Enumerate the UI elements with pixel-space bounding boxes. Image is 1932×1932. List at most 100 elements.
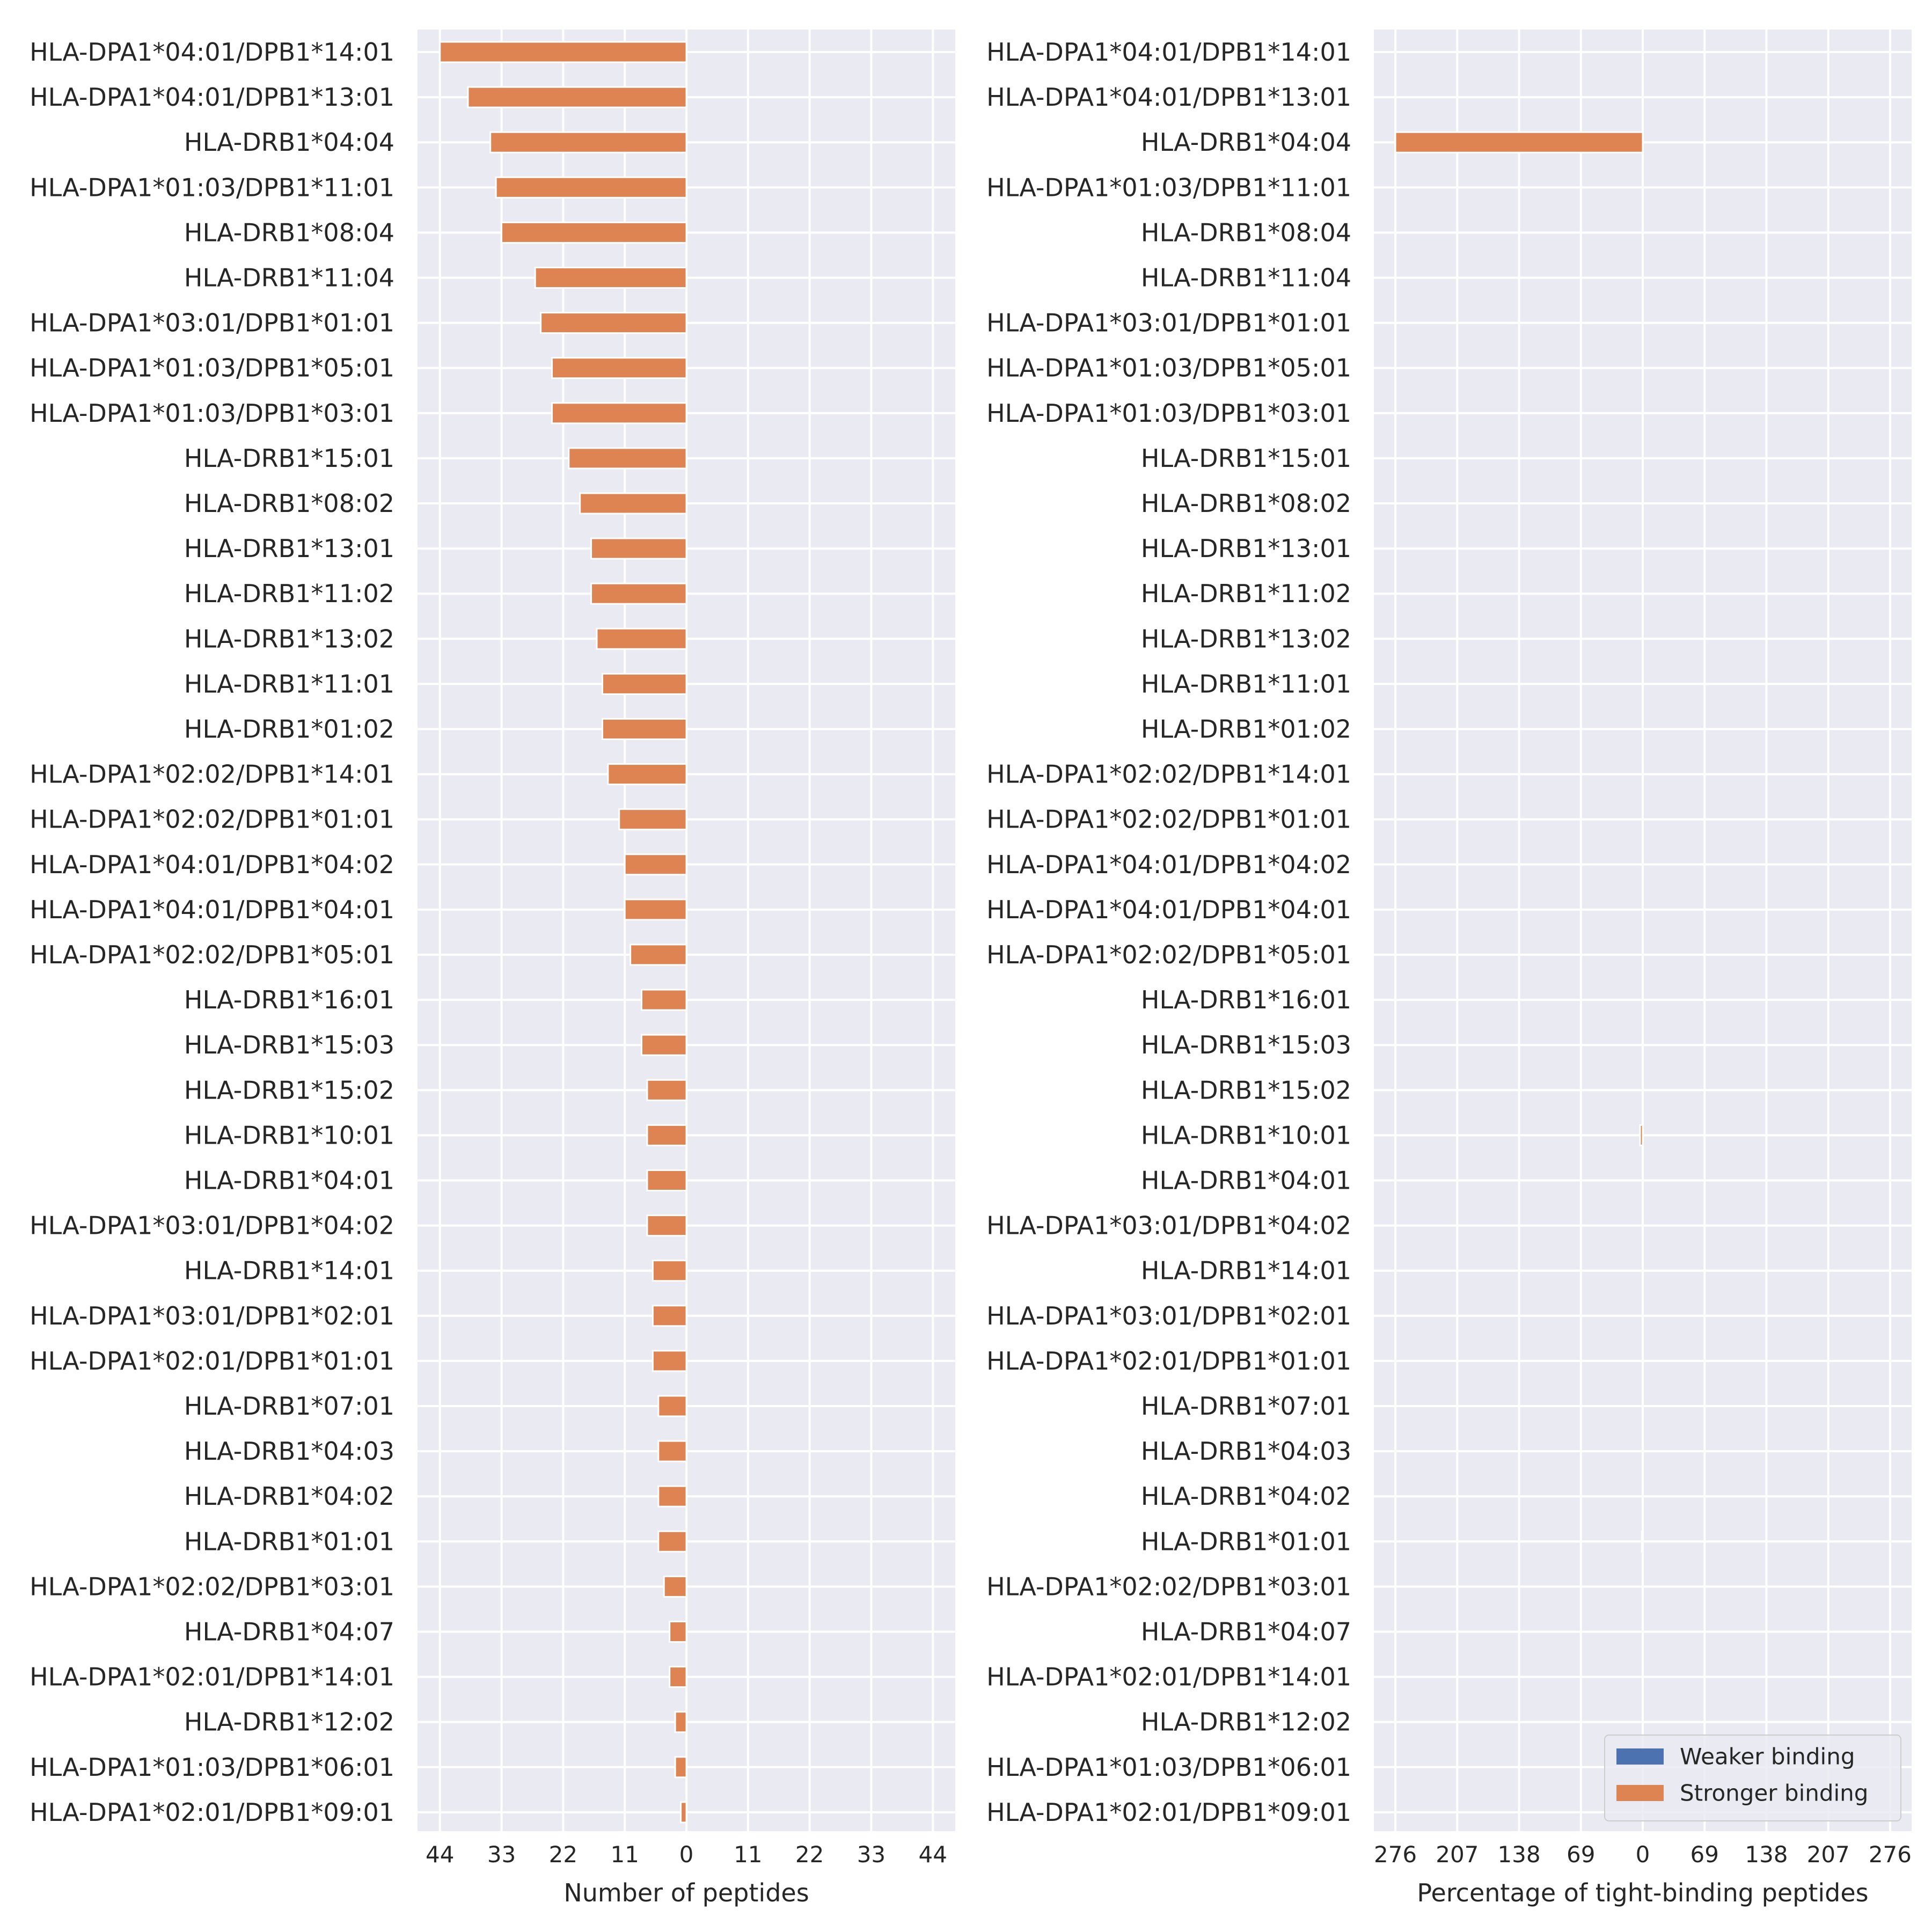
right-allele-label: HLA-DRB1*14:01 [1141,1256,1351,1285]
right-allele-label: HLA-DRB1*04:02 [1141,1482,1351,1511]
left-allele-label: HLA-DPA1*01:03/DPB1*03:01 [30,399,394,428]
legend-swatch-weaker [1616,1748,1664,1765]
left-bar-stronger [579,492,687,515]
left-allele-label: HLA-DPA1*02:01/DPB1*01:01 [30,1346,394,1375]
right-allele-label: HLA-DPA1*03:01/DPB1*02:01 [986,1301,1351,1330]
left-allele-label: HLA-DPA1*01:03/DPB1*06:01 [30,1753,394,1782]
left-allele-label: HLA-DRB1*13:02 [184,624,394,653]
right-allele-label: HLA-DPA1*04:01/DPB1*04:02 [986,850,1351,879]
left-allele-label: HLA-DRB1*04:03 [184,1437,394,1466]
right-allele-label: HLA-DPA1*02:02/DPB1*05:01 [986,940,1351,969]
right-allele-label: HLA-DPA1*01:03/DPB1*06:01 [986,1753,1351,1782]
left-allele-label: HLA-DPA1*01:03/DPB1*11:01 [30,173,394,202]
right-panel-percentage-chart: HLA-DPA1*04:01/DPB1*14:01 HLA-DPA1*04:01/… [986,30,1912,1907]
right-x-tick-label: 207 [1807,1841,1850,1868]
right-allele-label: HLA-DRB1*01:01 [1141,1527,1351,1556]
left-bar-stronger [551,402,687,425]
right-allele-label: HLA-DRB1*07:01 [1141,1392,1351,1421]
left-x-tick-label: 11 [610,1841,639,1868]
left-bar-stronger [590,582,687,605]
right-x-tick-label: 138 [1497,1841,1540,1868]
left-allele-label: HLA-DRB1*14:01 [184,1256,394,1285]
right-x-axis-label: Percentage of tight-binding peptides [1417,1878,1868,1907]
left-allele-label: HLA-DRB1*15:01 [184,444,394,473]
left-x-tick-label: 22 [795,1841,824,1868]
right-allele-label: HLA-DRB1*16:01 [1141,985,1351,1014]
left-x-tick-label: 11 [734,1841,762,1868]
left-bar-stronger [674,1756,687,1779]
left-x-tick-label: 44 [426,1841,454,1868]
left-bar-stronger [540,312,687,334]
left-allele-label: HLA-DPA1*02:02/DPB1*03:01 [30,1572,394,1601]
right-allele-label: HLA-DPA1*02:02/DPB1*03:01 [986,1572,1351,1601]
left-allele-label: HLA-DRB1*07:01 [184,1392,394,1421]
right-bar-stronger [1639,1124,1644,1146]
right-allele-label: HLA-DPA1*03:01/DPB1*04:02 [986,1211,1351,1240]
left-bar-stronger [641,1034,687,1056]
right-allele-label: HLA-DRB1*04:07 [1141,1618,1351,1646]
left-bar-stronger [641,989,687,1011]
left-allele-label: HLA-DRB1*08:02 [184,489,394,518]
left-bar-stronger [674,1711,687,1733]
left-allele-label: HLA-DRB1*04:07 [184,1618,394,1646]
legend-label-weaker: Weaker binding [1680,1744,1855,1770]
left-allele-label: HLA-DRB1*13:01 [184,534,394,563]
left-allele-label: HLA-DRB1*04:02 [184,1482,394,1511]
right-allele-label: HLA-DPA1*04:01/DPB1*13:01 [986,83,1351,112]
left-allele-label: HLA-DPA1*04:01/DPB1*13:01 [30,83,394,112]
right-allele-label: HLA-DRB1*10:01 [1141,1121,1351,1150]
left-x-tick-label: 0 [679,1841,694,1868]
right-bar-stronger [1641,1530,1644,1553]
right-allele-label: HLA-DRB1*11:02 [1141,579,1351,608]
right-allele-label: HLA-DPA1*02:02/DPB1*14:01 [986,760,1351,789]
left-allele-label: HLA-DRB1*11:01 [184,669,394,698]
left-bar-stronger [467,86,687,108]
left-allele-label: HLA-DRB1*11:04 [184,264,394,292]
left-bar-stronger [646,1169,687,1191]
right-allele-label: HLA-DRB1*08:02 [1141,489,1351,518]
legend-swatch-stronger [1616,1785,1664,1801]
right-allele-label: HLA-DRB1*08:04 [1141,218,1351,247]
right-allele-label: HLA-DPA1*04:01/DPB1*14:01 [986,38,1351,67]
left-allele-label: HLA-DPA1*03:01/DPB1*01:01 [30,309,394,338]
left-allele-label: HLA-DPA1*02:01/DPB1*14:01 [30,1663,394,1692]
left-bar-stronger [652,1350,687,1372]
right-allele-label: HLA-DRB1*11:01 [1141,669,1351,698]
right-bar-stronger [1394,131,1644,153]
right-x-tick-label: 138 [1745,1841,1788,1868]
left-bar-stronger [646,1214,687,1237]
left-allele-label: HLA-DPA1*04:01/DPB1*04:02 [30,850,394,879]
right-allele-label: HLA-DRB1*12:02 [1141,1708,1351,1737]
left-bar-stronger [601,672,687,695]
right-allele-label: HLA-DRB1*15:01 [1141,444,1351,473]
left-allele-label: HLA-DPA1*01:03/DPB1*05:01 [30,354,394,383]
left-allele-label: HLA-DPA1*03:01/DPB1*02:01 [30,1301,394,1330]
left-bar-stronger [607,763,687,786]
left-bar-stronger [489,131,687,153]
left-bar-stronger [601,718,687,740]
left-bar-stronger [646,1124,687,1146]
left-allele-label: HLA-DRB1*11:02 [184,579,394,608]
right-allele-label: HLA-DPA1*02:01/DPB1*14:01 [986,1663,1351,1692]
right-allele-label: HLA-DRB1*13:01 [1141,534,1351,563]
left-allele-label: HLA-DRB1*15:02 [184,1075,394,1104]
left-allele-label: HLA-DPA1*02:02/DPB1*01:01 [30,805,394,834]
right-x-tick-label: 69 [1690,1841,1719,1868]
right-allele-label: HLA-DRB1*11:04 [1141,264,1351,292]
left-bar-stronger [663,1575,687,1598]
right-allele-label: HLA-DPA1*01:03/DPB1*11:01 [986,173,1351,202]
left-bar-stronger [495,176,687,199]
right-x-tick-label: 0 [1636,1841,1650,1868]
right-allele-label: HLA-DPA1*02:01/DPB1*01:01 [986,1346,1351,1375]
right-allele-label: HLA-DPA1*03:01/DPB1*01:01 [986,309,1351,338]
right-allele-label: HLA-DPA1*04:01/DPB1*04:01 [986,895,1351,924]
right-allele-label: HLA-DRB1*15:02 [1141,1075,1351,1104]
legend-label-stronger: Stronger binding [1680,1780,1868,1806]
legend: Weaker binding Stronger binding [1604,1735,1901,1821]
right-x-tick-label: 276 [1869,1841,1912,1868]
left-allele-label: HLA-DPA1*03:01/DPB1*04:02 [30,1211,394,1240]
right-x-tick-label: 69 [1567,1841,1595,1868]
right-x-tick-label: 276 [1374,1841,1417,1868]
left-x-tick-label: 22 [549,1841,577,1868]
